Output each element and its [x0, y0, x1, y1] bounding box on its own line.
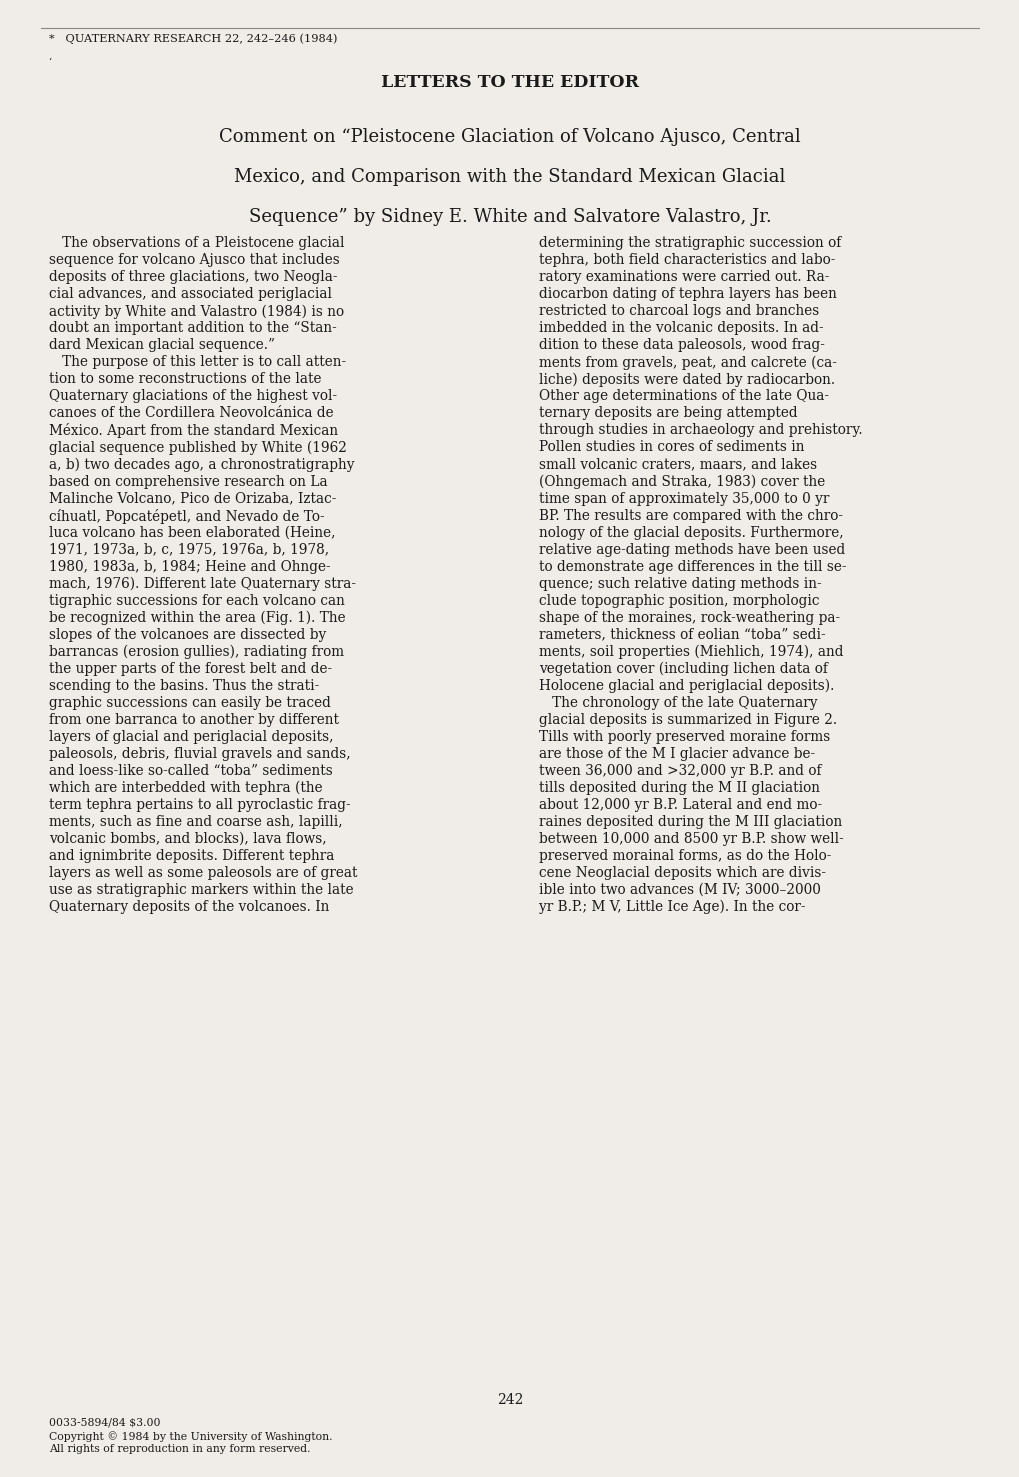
- Text: glacial sequence published by White (1962: glacial sequence published by White (196…: [49, 440, 346, 455]
- Text: doubt an important addition to the “Stan-: doubt an important addition to the “Stan…: [49, 322, 336, 335]
- Text: a, b) two decades ago, a chronostratigraphy: a, b) two decades ago, a chronostratigra…: [49, 458, 355, 471]
- Text: ternary deposits are being attempted: ternary deposits are being attempted: [538, 406, 797, 421]
- Text: layers of glacial and periglacial deposits,: layers of glacial and periglacial deposi…: [49, 730, 333, 744]
- Text: to demonstrate age differences in the till se-: to demonstrate age differences in the ti…: [538, 560, 845, 573]
- Text: raines deposited during the M III glaciation: raines deposited during the M III glacia…: [538, 815, 841, 829]
- Text: México. Apart from the standard Mexican: México. Apart from the standard Mexican: [49, 424, 337, 439]
- Text: based on comprehensive research on La: based on comprehensive research on La: [49, 474, 327, 489]
- Text: deposits of three glaciations, two Neogla-: deposits of three glaciations, two Neogl…: [49, 270, 337, 285]
- Text: yr B.P.; M V, Little Ice Age). In the cor-: yr B.P.; M V, Little Ice Age). In the co…: [538, 899, 804, 914]
- Text: are those of the M I glacier advance be-: are those of the M I glacier advance be-: [538, 747, 814, 761]
- Text: nology of the glacial deposits. Furthermore,: nology of the glacial deposits. Furtherm…: [538, 526, 843, 539]
- Text: Pollen studies in cores of sediments in: Pollen studies in cores of sediments in: [538, 440, 803, 455]
- Text: 1980, 1983a, b, 1984; Heine and Ohnge-: 1980, 1983a, b, 1984; Heine and Ohnge-: [49, 560, 330, 573]
- Text: BP. The results are compared with the chro-: BP. The results are compared with the ch…: [538, 508, 842, 523]
- Text: volcanic bombs, and blocks), lava flows,: volcanic bombs, and blocks), lava flows,: [49, 832, 326, 846]
- Text: tigraphic successions for each volcano can: tigraphic successions for each volcano c…: [49, 594, 344, 607]
- Text: ‘: ‘: [49, 58, 52, 66]
- Text: ments, such as fine and coarse ash, lapilli,: ments, such as fine and coarse ash, lapi…: [49, 815, 342, 829]
- Text: Tills with poorly preserved moraine forms: Tills with poorly preserved moraine form…: [538, 730, 829, 744]
- Text: rameters, thickness of eolian “toba” sedi-: rameters, thickness of eolian “toba” sed…: [538, 628, 824, 641]
- Text: be recognized within the area (Fig. 1). The: be recognized within the area (Fig. 1). …: [49, 610, 345, 625]
- Text: use as stratigraphic markers within the late: use as stratigraphic markers within the …: [49, 883, 354, 897]
- Text: mach, 1976). Different late Quaternary stra-: mach, 1976). Different late Quaternary s…: [49, 576, 356, 591]
- Text: term tephra pertains to all pyroclastic frag-: term tephra pertains to all pyroclastic …: [49, 798, 351, 812]
- Text: tion to some reconstructions of the late: tion to some reconstructions of the late: [49, 372, 321, 387]
- Text: sequence for volcano Ajusco that includes: sequence for volcano Ajusco that include…: [49, 254, 339, 267]
- Text: tween 36,000 and >32,000 yr B.P. and of: tween 36,000 and >32,000 yr B.P. and of: [538, 764, 820, 778]
- Text: glacial deposits is summarized in Figure 2.: glacial deposits is summarized in Figure…: [538, 713, 836, 727]
- Text: slopes of the volcanoes are dissected by: slopes of the volcanoes are dissected by: [49, 628, 326, 641]
- Text: cial advances, and associated periglacial: cial advances, and associated periglacia…: [49, 288, 331, 301]
- Text: barrancas (erosion gullies), radiating from: barrancas (erosion gullies), radiating f…: [49, 644, 343, 659]
- Text: Sequence” by Sidney E. White and Salvatore Valastro, Jr.: Sequence” by Sidney E. White and Salvato…: [249, 208, 770, 226]
- Text: determining the stratigraphic succession of: determining the stratigraphic succession…: [538, 236, 840, 250]
- Text: The observations of a Pleistocene glacial: The observations of a Pleistocene glacia…: [49, 236, 344, 250]
- Text: dard Mexican glacial sequence.”: dard Mexican glacial sequence.”: [49, 338, 275, 353]
- Text: graphic successions can easily be traced: graphic successions can easily be traced: [49, 696, 330, 709]
- Text: and ignimbrite deposits. Different tephra: and ignimbrite deposits. Different tephr…: [49, 849, 334, 863]
- Text: ments, soil properties (Miehlich, 1974), and: ments, soil properties (Miehlich, 1974),…: [538, 644, 843, 659]
- Text: preserved morainal forms, as do the Holo-: preserved morainal forms, as do the Holo…: [538, 849, 830, 863]
- Text: time span of approximately 35,000 to 0 yr: time span of approximately 35,000 to 0 y…: [538, 492, 828, 505]
- Text: scending to the basins. Thus the strati-: scending to the basins. Thus the strati-: [49, 678, 319, 693]
- Text: clude topographic position, morphologic: clude topographic position, morphologic: [538, 594, 818, 607]
- Text: LETTERS TO THE EDITOR: LETTERS TO THE EDITOR: [381, 74, 638, 92]
- Text: from one barranca to another by different: from one barranca to another by differen…: [49, 713, 338, 727]
- Text: and loess-like so-called “toba” sediments: and loess-like so-called “toba” sediment…: [49, 764, 332, 778]
- Text: ments from gravels, peat, and calcrete (ca-: ments from gravels, peat, and calcrete (…: [538, 356, 836, 369]
- Text: liche) deposits were dated by radiocarbon.: liche) deposits were dated by radiocarbo…: [538, 372, 834, 387]
- Text: luca volcano has been elaborated (Heine,: luca volcano has been elaborated (Heine,: [49, 526, 335, 539]
- Text: 1971, 1973a, b, c, 1975, 1976a, b, 1978,: 1971, 1973a, b, c, 1975, 1976a, b, 1978,: [49, 542, 329, 557]
- Text: imbedded in the volcanic deposits. In ad-: imbedded in the volcanic deposits. In ad…: [538, 322, 822, 335]
- Text: Quaternary glaciations of the highest vol-: Quaternary glaciations of the highest vo…: [49, 390, 336, 403]
- Text: Mexico, and Comparison with the Standard Mexican Glacial: Mexico, and Comparison with the Standard…: [234, 168, 785, 186]
- Text: *   QUATERNARY RESEARCH 22, 242–246 (1984): * QUATERNARY RESEARCH 22, 242–246 (1984): [49, 32, 337, 44]
- Text: Other age determinations of the late Qua-: Other age determinations of the late Qua…: [538, 390, 827, 403]
- Text: small volcanic craters, maars, and lakes: small volcanic craters, maars, and lakes: [538, 458, 816, 471]
- Text: vegetation cover (including lichen data of: vegetation cover (including lichen data …: [538, 662, 826, 676]
- Text: layers as well as some paleosols are of great: layers as well as some paleosols are of …: [49, 866, 357, 880]
- Text: The chronology of the late Quaternary: The chronology of the late Quaternary: [538, 696, 816, 709]
- Text: quence; such relative dating methods in-: quence; such relative dating methods in-: [538, 576, 820, 591]
- Text: Malinche Volcano, Pico de Orizaba, Iztac-: Malinche Volcano, Pico de Orizaba, Iztac…: [49, 492, 336, 505]
- Text: The purpose of this letter is to call atten-: The purpose of this letter is to call at…: [49, 356, 345, 369]
- Text: about 12,000 yr B.P. Lateral and end mo-: about 12,000 yr B.P. Lateral and end mo-: [538, 798, 821, 812]
- Text: tephra, both field characteristics and labo-: tephra, both field characteristics and l…: [538, 254, 835, 267]
- Text: activity by White and Valastro (1984) is no: activity by White and Valastro (1984) is…: [49, 304, 343, 319]
- Text: 0033-5894/84 $3.00: 0033-5894/84 $3.00: [49, 1418, 160, 1428]
- Text: Holocene glacial and periglacial deposits).: Holocene glacial and periglacial deposit…: [538, 678, 834, 693]
- Text: All rights of reproduction in any form reserved.: All rights of reproduction in any form r…: [49, 1445, 310, 1455]
- Text: Copyright © 1984 by the University of Washington.: Copyright © 1984 by the University of Wa…: [49, 1431, 332, 1442]
- Text: cíhuatl, Popcatépetl, and Nevado de To-: cíhuatl, Popcatépetl, and Nevado de To-: [49, 508, 324, 523]
- Text: ible into two advances (M IV; 3000–2000: ible into two advances (M IV; 3000–2000: [538, 883, 819, 897]
- Text: tills deposited during the M II glaciation: tills deposited during the M II glaciati…: [538, 781, 818, 795]
- Text: cene Neoglacial deposits which are divis-: cene Neoglacial deposits which are divis…: [538, 866, 824, 880]
- Text: Quaternary deposits of the volcanoes. In: Quaternary deposits of the volcanoes. In: [49, 899, 329, 914]
- Text: which are interbedded with tephra (the: which are interbedded with tephra (the: [49, 781, 322, 795]
- Text: dition to these data paleosols, wood frag-: dition to these data paleosols, wood fra…: [538, 338, 823, 353]
- Text: shape of the moraines, rock-weathering pa-: shape of the moraines, rock-weathering p…: [538, 610, 839, 625]
- Text: through studies in archaeology and prehistory.: through studies in archaeology and prehi…: [538, 424, 861, 437]
- Text: diocarbon dating of tephra layers has been: diocarbon dating of tephra layers has be…: [538, 288, 836, 301]
- Text: between 10,000 and 8500 yr B.P. show well-: between 10,000 and 8500 yr B.P. show wel…: [538, 832, 843, 846]
- Text: canoes of the Cordillera Neovolcánica de: canoes of the Cordillera Neovolcánica de: [49, 406, 333, 421]
- Text: relative age-dating methods have been used: relative age-dating methods have been us…: [538, 542, 844, 557]
- Text: restricted to charcoal logs and branches: restricted to charcoal logs and branches: [538, 304, 818, 319]
- Text: ratory examinations were carried out. Ra-: ratory examinations were carried out. Ra…: [538, 270, 828, 285]
- Text: paleosols, debris, fluvial gravels and sands,: paleosols, debris, fluvial gravels and s…: [49, 747, 351, 761]
- Text: 242: 242: [496, 1393, 523, 1406]
- Text: the upper parts of the forest belt and de-: the upper parts of the forest belt and d…: [49, 662, 332, 675]
- Text: Comment on “Pleistocene Glaciation of Volcano Ajusco, Central: Comment on “Pleistocene Glaciation of Vo…: [219, 128, 800, 146]
- Text: (Ohngemach and Straka, 1983) cover the: (Ohngemach and Straka, 1983) cover the: [538, 474, 824, 489]
